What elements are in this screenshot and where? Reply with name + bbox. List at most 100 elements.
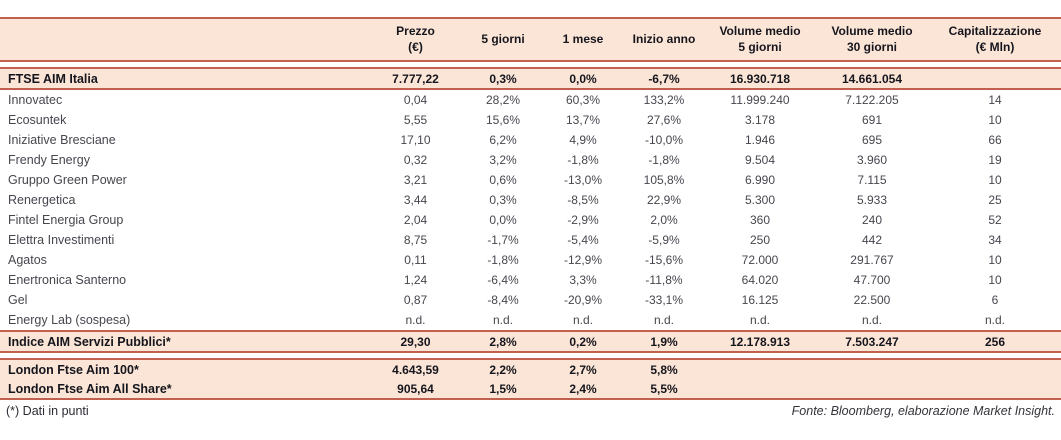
table-row: Gel 0,87 -8,4% -20,9% -33,1% 16.125 22.500 6 bbox=[0, 290, 1061, 310]
cell-inizio-anno: -10,0% bbox=[644, 133, 684, 147]
cell-5-giorni: 1,5% bbox=[489, 381, 517, 396]
row-label: Enertronica Santerno bbox=[8, 273, 127, 287]
column-header-line: Volume medio bbox=[831, 23, 913, 38]
cell-5-giorni: 2,2% bbox=[489, 362, 517, 377]
cell-inizio-anno: 5,5% bbox=[650, 381, 678, 396]
cell-volume-medio-30-giorni: 291.767 bbox=[850, 253, 894, 267]
cell-volume-medio-30-giorni: 5.933 bbox=[856, 193, 888, 207]
cell-volume-medio-5-giorni: 11.999.240 bbox=[730, 93, 790, 107]
column-header-line: Volume medio bbox=[719, 23, 801, 38]
row-label: Fintel Energia Group bbox=[8, 213, 124, 227]
table-footer: (*) Dati in punti Fonte: Bloomberg, elab… bbox=[0, 404, 1061, 419]
cell-5-giorni: 3,2% bbox=[489, 153, 517, 167]
cell-volume-medio-5-giorni: 250 bbox=[749, 233, 771, 247]
table: Prezzo (€) 5 giorni 1 mese Inizio anno Volume… bbox=[0, 17, 1061, 400]
cell-prezzo: 1,24 bbox=[403, 273, 428, 287]
column-header-volume-medio-5-giorni: Volume medio 5 giorni bbox=[705, 24, 815, 55]
table-body: FTSE AIM Italia 7.777,22 0,3% 0,0% -6,7% 16.9… bbox=[0, 67, 1061, 400]
cell-prezzo: 3,44 bbox=[403, 193, 428, 207]
cell-prezzo: 0,04 bbox=[403, 93, 428, 107]
cell-1-mese: -13,0% bbox=[563, 173, 603, 187]
cell-1-mese: -5,4% bbox=[567, 233, 599, 247]
cell-5-giorni: n.d. bbox=[492, 313, 513, 327]
cell-capitalizzazione: n.d. bbox=[984, 313, 1005, 327]
column-header-line: (€) bbox=[408, 39, 423, 54]
cell-5-giorni: 15,6% bbox=[485, 113, 521, 127]
table-row: Fintel Energia Group 2,04 0,0% -2,9% 2,0% 360… bbox=[0, 210, 1061, 230]
cell-volume-medio-30-giorni: 695 bbox=[861, 133, 883, 147]
column-header-line: 5 giorni bbox=[481, 31, 525, 46]
cell-prezzo: 8,75 bbox=[403, 233, 428, 247]
cell-volume-medio-30-giorni: 7.115 bbox=[857, 173, 887, 187]
cell-capitalizzazione: 256 bbox=[984, 334, 1006, 349]
footnote-dati-in-punti: (*) Dati in punti bbox=[6, 404, 89, 418]
cell-volume-medio-30-giorni: 7.122.205 bbox=[845, 93, 899, 107]
source-attribution: Fonte: Bloomberg, elaborazione Market In… bbox=[791, 404, 1055, 418]
table-row: Renergetica 3,44 0,3% -8,5% 22,9% 5.300 5.933 2… bbox=[0, 190, 1061, 210]
cell-5-giorni: 0,0% bbox=[489, 213, 517, 227]
cell-5-giorni: 0,3% bbox=[489, 193, 517, 207]
cell-volume-medio-30-giorni: 240 bbox=[861, 213, 883, 227]
cell-1-mese: 13,7% bbox=[565, 113, 601, 127]
cell-inizio-anno: 2,0% bbox=[650, 213, 678, 227]
section-indice-aim-servizi-pubblici: Indice AIM Servizi Pubblici* 29,30 2,8% 0,2… bbox=[0, 330, 1061, 353]
cell-volume-medio-5-giorni: 72.000 bbox=[741, 253, 779, 267]
cell-5-giorni: 6,2% bbox=[489, 133, 517, 147]
cell-prezzo: 17,10 bbox=[400, 133, 431, 147]
column-header-5-giorni: 5 giorni bbox=[463, 32, 543, 48]
cell-1-mese: 60,3% bbox=[565, 93, 601, 107]
cell-inizio-anno: -11,8% bbox=[645, 273, 683, 287]
cell-1-mese: -20,9% bbox=[563, 293, 603, 307]
cell-capitalizzazione: 66 bbox=[988, 133, 1002, 147]
cell-1-mese: 0,2% bbox=[569, 334, 597, 349]
row-label: Energy Lab (sospesa) bbox=[8, 313, 131, 327]
cell-prezzo: 3,21 bbox=[403, 173, 428, 187]
cell-volume-medio-5-giorni: 1.946 bbox=[744, 133, 776, 147]
table-row: Innovatec 0,04 28,2% 60,3% 133,2% 11.999.240 7… bbox=[0, 90, 1061, 110]
cell-5-giorni: 2,8% bbox=[489, 334, 517, 349]
cell-inizio-anno: 22,9% bbox=[646, 193, 682, 207]
cell-inizio-anno: 5,8% bbox=[650, 362, 678, 377]
cell-volume-medio-30-giorni: 47.700 bbox=[853, 273, 891, 287]
cell-volume-medio-30-giorni: 7.503.247 bbox=[845, 334, 899, 349]
cell-inizio-anno: -15,6% bbox=[644, 253, 684, 267]
column-header-1-mese: 1 mese bbox=[543, 32, 623, 48]
table-row: FTSE AIM Italia 7.777,22 0,3% 0,0% -6,7% 16.9… bbox=[0, 69, 1061, 88]
column-header-line: Prezzo bbox=[396, 23, 435, 38]
cell-1-mese: -12,9% bbox=[563, 253, 603, 267]
row-label: London Ftse Aim All Share* bbox=[8, 381, 172, 396]
cell-volume-medio-30-giorni: 442 bbox=[861, 233, 883, 247]
cell-inizio-anno: -5,9% bbox=[648, 233, 680, 247]
cell-capitalizzazione: 52 bbox=[988, 213, 1002, 227]
cell-volume-medio-5-giorni: n.d. bbox=[749, 313, 770, 327]
cell-inizio-anno: 27,6% bbox=[646, 113, 682, 127]
cell-volume-medio-30-giorni: 22.500 bbox=[853, 293, 891, 307]
cell-prezzo: 2,04 bbox=[403, 213, 428, 227]
cell-5-giorni: -8,4% bbox=[487, 293, 519, 307]
row-label: Iniziative Bresciane bbox=[8, 133, 116, 147]
column-header-line: Inizio anno bbox=[632, 31, 696, 46]
cell-5-giorni: 28,2% bbox=[485, 93, 521, 107]
cell-volume-medio-5-giorni: 16.125 bbox=[741, 293, 779, 307]
cell-capitalizzazione: 10 bbox=[988, 173, 1002, 187]
column-header-line: (€ Mln) bbox=[975, 39, 1015, 54]
cell-5-giorni: 0,3% bbox=[489, 71, 517, 86]
cell-volume-medio-5-giorni: 64.020 bbox=[741, 273, 779, 287]
cell-capitalizzazione: 6 bbox=[991, 293, 999, 307]
cell-inizio-anno: -33,1% bbox=[644, 293, 684, 307]
cell-inizio-anno: 105,8% bbox=[643, 173, 685, 187]
section-stocks: Innovatec 0,04 28,2% 60,3% 133,2% 11.999.240 7… bbox=[0, 90, 1061, 330]
cell-capitalizzazione: 10 bbox=[988, 273, 1002, 287]
cell-volume-medio-5-giorni: 3.178 bbox=[744, 113, 776, 127]
cell-volume-medio-5-giorni: 5.300 bbox=[744, 193, 776, 207]
cell-prezzo: 7.777,22 bbox=[392, 71, 439, 86]
row-label: Renergetica bbox=[8, 193, 76, 207]
cell-capitalizzazione: 10 bbox=[988, 113, 1002, 127]
cell-1-mese: -1,8% bbox=[567, 153, 599, 167]
row-label: Ecosuntek bbox=[8, 113, 67, 127]
cell-prezzo: 29,30 bbox=[400, 334, 431, 349]
cell-1-mese: 3,3% bbox=[569, 273, 597, 287]
cell-inizio-anno: -6,7% bbox=[648, 71, 680, 86]
table-row: Gruppo Green Power 3,21 0,6% -13,0% 105,8% 6.… bbox=[0, 170, 1061, 190]
row-label: Gruppo Green Power bbox=[8, 173, 127, 187]
